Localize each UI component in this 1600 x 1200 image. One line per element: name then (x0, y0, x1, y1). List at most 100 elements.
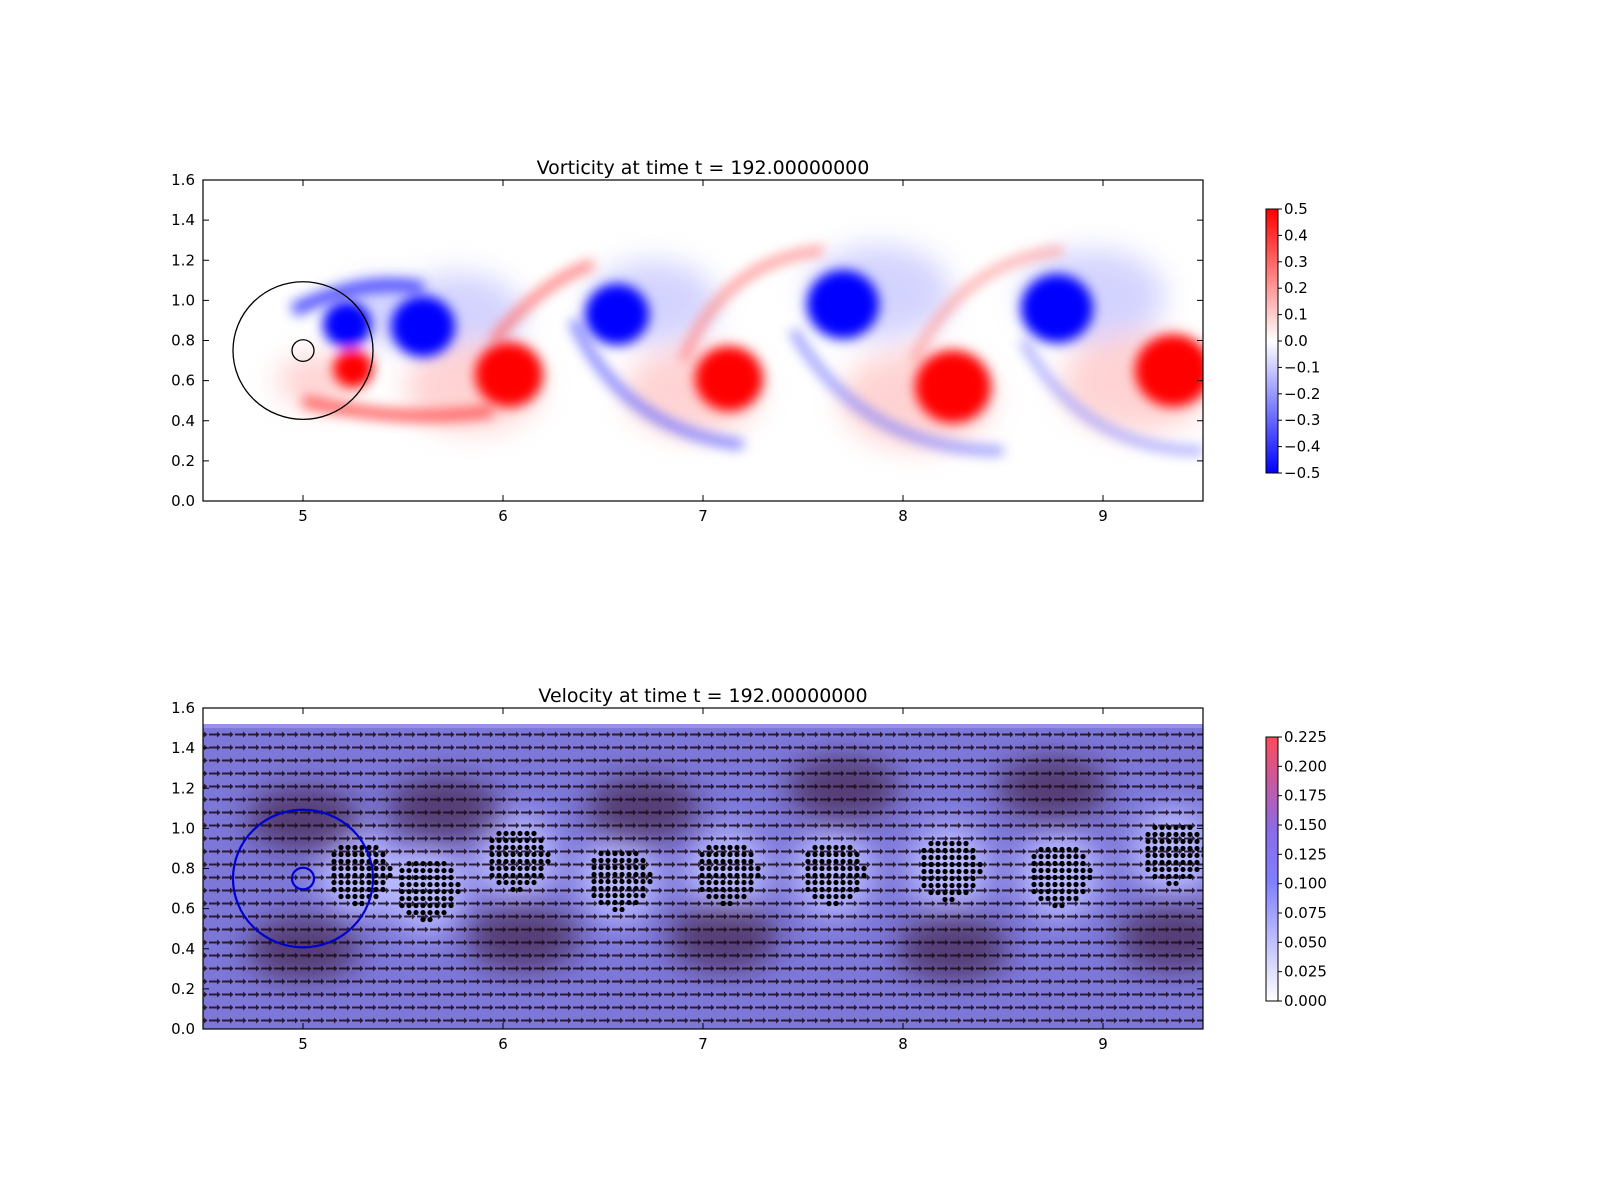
marker-dot (647, 871, 653, 878)
marker-dot (598, 892, 604, 899)
marker-dot (840, 886, 846, 893)
y-tick-label: 0.0 (171, 1020, 195, 1038)
marker-dot (706, 865, 712, 872)
marker-dot (441, 874, 447, 881)
marker-dot (928, 847, 934, 854)
marker-dot (928, 875, 934, 882)
marker-dot (427, 874, 433, 881)
marker-dot (605, 864, 611, 871)
marker-dot (510, 865, 516, 872)
marker-dot (345, 844, 351, 851)
marker-dot (1187, 831, 1193, 838)
marker-dot (612, 864, 618, 871)
marker-dot (338, 879, 344, 886)
marker-dot (331, 886, 337, 893)
marker-dot (427, 916, 433, 923)
marker-dot (406, 895, 412, 902)
positive-vortex (475, 342, 543, 408)
marker-dot (805, 858, 811, 865)
marker-dot (524, 872, 530, 879)
marker-dot (805, 851, 811, 858)
marker-dot (819, 858, 825, 865)
marker-dot (366, 865, 372, 872)
marker-dot (633, 892, 639, 899)
marker-dot (338, 844, 344, 851)
marker-dot (496, 879, 502, 886)
marker-dot (921, 854, 927, 861)
marker-dot (1194, 831, 1200, 838)
marker-dot (921, 882, 927, 889)
marker-dot (699, 886, 705, 893)
marker-dot (1145, 859, 1151, 866)
y-tick-label: 0.8 (171, 860, 195, 878)
marker-dot (510, 879, 516, 886)
marker-dot (531, 865, 537, 872)
marker-dot (1145, 845, 1151, 852)
marker-dot (1059, 902, 1065, 909)
marker-dot (434, 888, 440, 895)
marker-dot (1173, 873, 1179, 880)
marker-dot (598, 885, 604, 892)
marker-dot (1059, 895, 1065, 902)
marker-dot (413, 860, 419, 867)
marker-dot (413, 895, 419, 902)
marker-dot (1194, 852, 1200, 859)
marker-dot (1038, 860, 1044, 867)
marker-dot (833, 858, 839, 865)
marker-dot (420, 874, 426, 881)
marker-dot (1194, 859, 1200, 866)
marker-dot (598, 878, 604, 885)
marker-dot (531, 872, 537, 879)
marker-dot (510, 830, 516, 837)
marker-dot (956, 882, 962, 889)
marker-dot (1045, 888, 1051, 895)
colorbar-tick-label: −0.5 (1284, 464, 1320, 482)
marker-dot (448, 902, 454, 909)
velocity-field (203, 724, 1203, 1029)
marker-dot (1059, 867, 1065, 874)
marker-dot (755, 865, 761, 872)
marker-dot (720, 844, 726, 851)
marker-dot (1073, 888, 1079, 895)
marker-dot (1159, 845, 1165, 852)
colorbar-tick-label: 0.025 (1284, 963, 1327, 981)
braid-layer (909, 246, 1064, 363)
marker-dot (640, 857, 646, 864)
marker-dot (612, 899, 618, 906)
marker-dot (706, 851, 712, 858)
velocity-title: Velocity at time t = 192.00000000 (538, 685, 867, 707)
marker-dot (420, 888, 426, 895)
marker-dot (427, 867, 433, 874)
colorbar-tick-label: −0.1 (1284, 358, 1320, 376)
marker-dot (633, 871, 639, 878)
marker-dot (1052, 867, 1058, 874)
marker-dot (441, 867, 447, 874)
marker-dot (524, 844, 530, 851)
marker-dot (612, 892, 618, 899)
marker-dot (956, 840, 962, 847)
marker-dot (1166, 852, 1172, 859)
marker-dot (399, 881, 405, 888)
y-tick-label: 1.0 (171, 819, 195, 837)
marker-dot (1152, 852, 1158, 859)
marker-dot (1187, 824, 1193, 831)
marker-dot (591, 892, 597, 899)
marker-dot (1059, 860, 1065, 867)
marker-dot (545, 858, 551, 865)
marker-dot (352, 872, 358, 879)
marker-dot (489, 872, 495, 879)
marker-cluster (699, 844, 761, 907)
marker-dot (626, 892, 632, 899)
negative-vortex (391, 295, 455, 357)
marker-dot (840, 879, 846, 886)
marker-dot (1166, 859, 1172, 866)
marker-dot (935, 840, 941, 847)
marker-dot (826, 844, 832, 851)
marker-dot (359, 851, 365, 858)
marker-dot (633, 864, 639, 871)
marker-dot (935, 854, 941, 861)
marker-dot (455, 881, 461, 888)
marker-dot (517, 865, 523, 872)
marker-dot (956, 854, 962, 861)
